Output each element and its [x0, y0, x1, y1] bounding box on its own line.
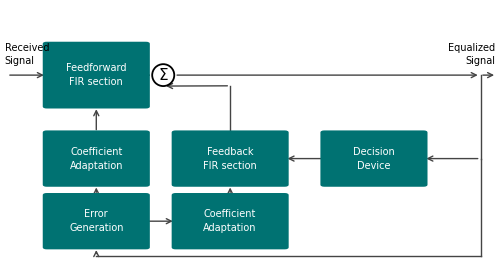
Ellipse shape — [152, 64, 174, 86]
Text: Feedback
FIR section: Feedback FIR section — [204, 147, 257, 171]
FancyBboxPatch shape — [172, 193, 288, 249]
Text: Coefficient
Adaptation: Coefficient Adaptation — [204, 209, 257, 233]
Text: Coefficient
Adaptation: Coefficient Adaptation — [70, 147, 123, 171]
Text: Equalized
Signal: Equalized Signal — [448, 43, 496, 66]
Text: Received
Signal: Received Signal — [4, 43, 49, 66]
FancyBboxPatch shape — [320, 130, 428, 187]
Text: Error
Generation: Error Generation — [69, 209, 124, 233]
FancyBboxPatch shape — [172, 130, 288, 187]
FancyBboxPatch shape — [42, 130, 150, 187]
FancyBboxPatch shape — [42, 42, 150, 108]
FancyBboxPatch shape — [42, 193, 150, 249]
Text: $\Sigma$: $\Sigma$ — [158, 67, 168, 83]
Text: Feedforward
FIR section: Feedforward FIR section — [66, 63, 126, 87]
Text: Decision
Device: Decision Device — [353, 147, 395, 171]
